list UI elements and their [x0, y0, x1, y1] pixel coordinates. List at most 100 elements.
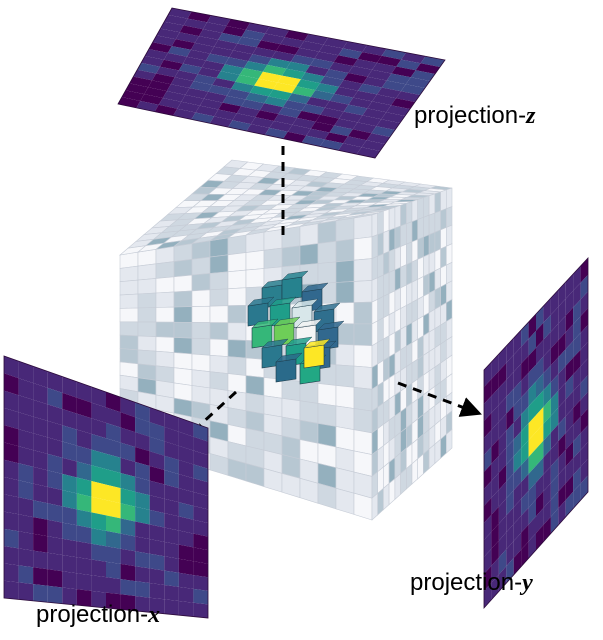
projection-z-cell: [301, 104, 325, 115]
projection-y-cell: [565, 324, 574, 350]
projection-z-cell: [334, 118, 358, 130]
cube-left-cell: [119, 348, 139, 365]
projection-z-cell: [281, 68, 306, 80]
projection-z-cell: [254, 78, 278, 90]
projection-z-cell: [329, 93, 354, 105]
projection-x-cell: [120, 503, 136, 522]
cube-left-cell: [173, 367, 193, 386]
label-prefix: projection-: [36, 601, 149, 628]
projection-x-cell: [164, 599, 179, 616]
projection-z-cell: [189, 81, 213, 92]
projection-z-cell: [348, 66, 373, 77]
projection-y-cell: [491, 371, 499, 396]
projection-z-cell: [239, 68, 263, 79]
cube-left-cell: [335, 217, 355, 242]
projection-y-cell: [558, 483, 566, 509]
cube-left-cell: [335, 343, 355, 367]
projection-x-cell: [106, 469, 121, 489]
projection-y-cell: [536, 440, 544, 466]
voxel-block-top: [251, 318, 279, 329]
projection-y-cell: [580, 375, 588, 400]
projection-x-cell: [33, 517, 48, 537]
cube-right-cell: [428, 270, 436, 294]
cube-left-cell: [191, 305, 211, 323]
projection-z-cell: [278, 107, 302, 118]
projection-z-cell: [186, 49, 210, 61]
projection-y-cell: [580, 291, 588, 317]
projection-x-cell: [164, 484, 179, 503]
cube-left-cell: [227, 356, 247, 376]
projection-z-cell: [204, 91, 227, 103]
projection-x-cell: [47, 453, 63, 474]
projection-z-cell: [256, 40, 281, 51]
cube-left-cell: [227, 287, 247, 307]
projection-z-cell: [381, 80, 406, 92]
projection-z-cell: [259, 103, 283, 114]
projection-z-cell: [148, 42, 172, 53]
projection-z-cell: [258, 71, 282, 83]
cube-left-cell: [317, 240, 337, 264]
projection-x-cell: [164, 541, 179, 559]
cube-right-cell: [383, 314, 390, 340]
projection-z-cell: [300, 72, 325, 84]
cube-right-cell: [405, 241, 413, 266]
projection-x-cell: [18, 480, 34, 501]
projection-y-cell: [484, 480, 492, 506]
projection-x-cell: [33, 466, 48, 487]
projection-x-cell: [193, 519, 208, 537]
projection-x-cell: [91, 465, 106, 485]
cube-left-cell: [317, 383, 337, 407]
cube-left-cell: [191, 273, 211, 292]
projection-x-cell: [106, 530, 121, 549]
projection-y-cell: [543, 382, 551, 407]
cube-right-cell: [388, 227, 396, 252]
cube-left-cell: [317, 220, 337, 244]
voxel-block-top: [273, 316, 301, 327]
projection-y-cell: [543, 483, 551, 508]
projection-z-cell: [190, 42, 215, 54]
cube-left-cell: [155, 291, 175, 308]
projection-x-cell: [91, 402, 106, 423]
projection-x-cell: [18, 565, 34, 585]
projection-y-cell: [521, 473, 529, 499]
projection-y-cell: [543, 314, 551, 340]
cube-left-cell: [119, 307, 139, 323]
projection-x-cell: [47, 503, 63, 523]
projection-z-cell: [170, 77, 194, 88]
projection-z-cell: [268, 89, 292, 101]
cube-right-cell: [394, 204, 401, 229]
cube-left-cell: [317, 261, 337, 284]
cube-right-cell: [411, 318, 419, 344]
cube-right-cell: [377, 338, 384, 365]
projection-z-cell: [276, 44, 300, 55]
projection-x-cell: [120, 397, 136, 418]
projection-z-cell: [269, 121, 293, 132]
cube-right-cell: [383, 293, 390, 319]
projection-z-cell: [243, 61, 268, 72]
projection-y-cell: [528, 499, 536, 525]
cube-right-cell: [377, 295, 384, 322]
projection-x-cell: [33, 567, 48, 586]
projection-z-cell: [377, 55, 402, 67]
cube-right-cell: [394, 307, 401, 334]
projection-y-cell: [506, 524, 514, 550]
projection-x-cell: [120, 457, 136, 477]
projection-z-cell: [343, 73, 368, 84]
projection-x-cell: [47, 371, 63, 393]
projection-z-cell: [178, 63, 202, 75]
cube-right-cell: [405, 261, 413, 286]
cube-right-cell: [377, 232, 384, 257]
projection-z-cell: [129, 76, 153, 88]
projection-y-cell: [521, 355, 529, 381]
cube-right-cell: [417, 276, 424, 300]
projection-z-cell: [329, 62, 353, 73]
projection-y-cell: [580, 358, 588, 384]
projection-y-cell: [513, 448, 522, 474]
cube-left-cell: [191, 369, 211, 389]
projection-x-cell: [120, 533, 136, 552]
cube-right-cell: [388, 269, 396, 295]
projection-x-cell: [4, 494, 19, 515]
projection-z-cell: [236, 106, 260, 118]
projection-y-cell: [550, 340, 559, 366]
projection-z-cell: [252, 47, 276, 58]
